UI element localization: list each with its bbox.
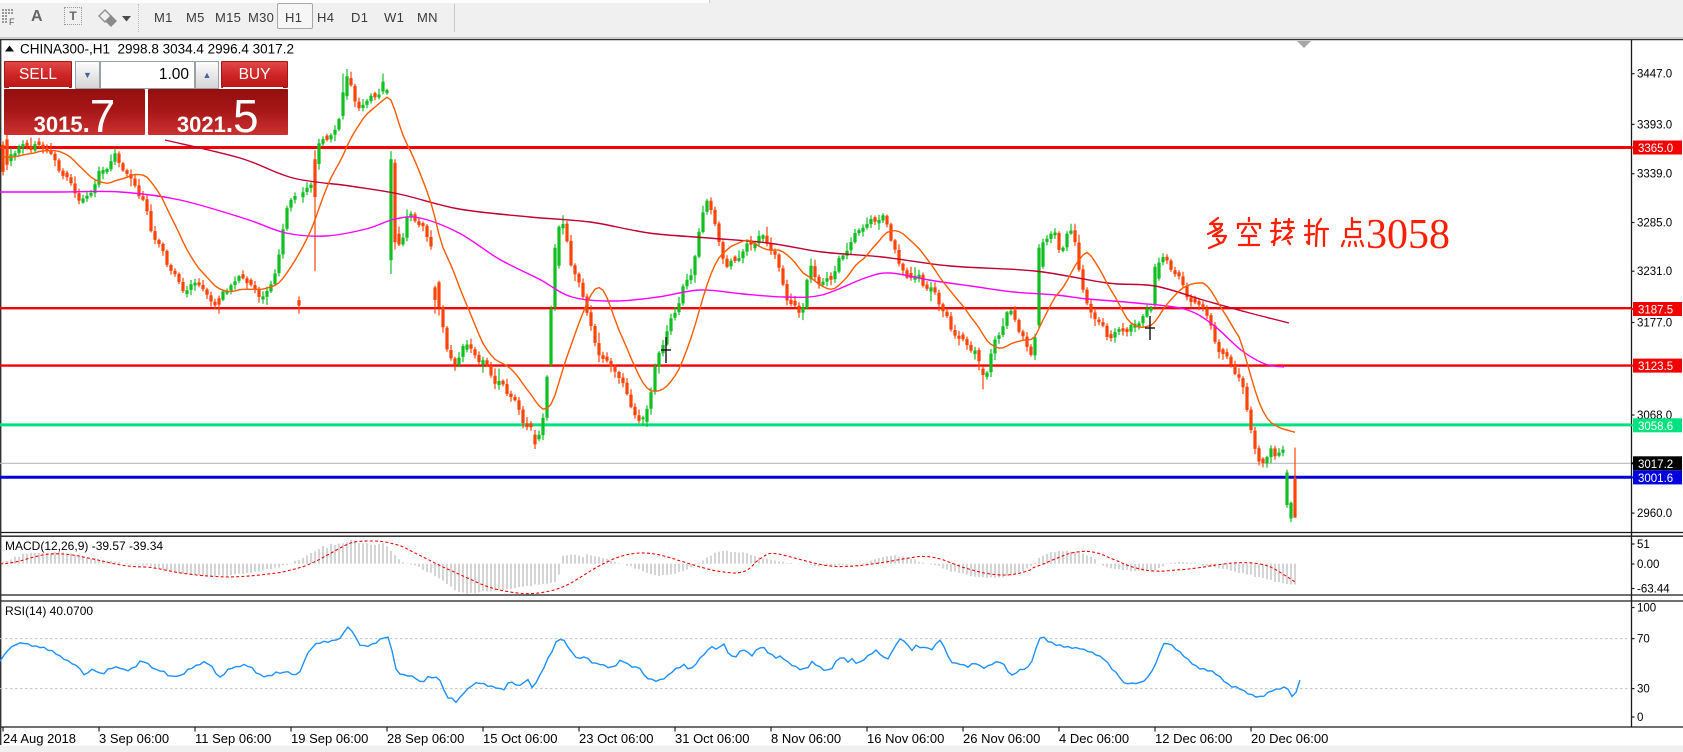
svg-text:3058.6: 3058.6 — [1638, 421, 1673, 433]
svg-text:3339.0: 3339.0 — [1637, 169, 1672, 181]
svg-text:0.00: 0.00 — [1637, 559, 1659, 571]
svg-text:3393.0: 3393.0 — [1637, 119, 1672, 131]
svg-text:70: 70 — [1637, 634, 1650, 646]
svg-text:15 Oct 06:00: 15 Oct 06:00 — [483, 731, 557, 746]
svg-text:2960.0: 2960.0 — [1637, 508, 1672, 520]
svg-text:8 Nov 06:00: 8 Nov 06:00 — [771, 731, 841, 746]
svg-text:3447.0: 3447.0 — [1637, 69, 1672, 81]
svg-text:16 Nov 06:00: 16 Nov 06:00 — [867, 731, 944, 746]
svg-text:3285.0: 3285.0 — [1637, 218, 1672, 230]
svg-text:3177.0: 3177.0 — [1637, 318, 1672, 330]
svg-text:3058: 3058 — [1366, 212, 1450, 258]
svg-text:F: F — [9, 17, 15, 27]
svg-text:12 Dec 06:00: 12 Dec 06:00 — [1155, 731, 1232, 746]
svg-text:100: 100 — [1637, 603, 1656, 615]
svg-text:0: 0 — [1637, 712, 1643, 724]
svg-text:26 Nov 06:00: 26 Nov 06:00 — [963, 731, 1040, 746]
svg-text:RSI(14) 40.0700: RSI(14) 40.0700 — [5, 604, 93, 618]
svg-text:19 Sep 06:00: 19 Sep 06:00 — [291, 731, 368, 746]
svg-text:3123.5: 3123.5 — [1638, 361, 1673, 373]
svg-text:3001.6: 3001.6 — [1638, 473, 1673, 485]
svg-text:24 Aug 2018: 24 Aug 2018 — [3, 731, 76, 746]
svg-text:3231.0: 3231.0 — [1637, 266, 1672, 278]
svg-text:11 Sep 06:00: 11 Sep 06:00 — [195, 731, 271, 746]
svg-text:51: 51 — [1637, 539, 1650, 551]
svg-text:3365.0: 3365.0 — [1638, 143, 1673, 155]
svg-text:-63.44: -63.44 — [1637, 584, 1670, 596]
svg-text:20 Dec 06:00: 20 Dec 06:00 — [1251, 731, 1328, 746]
svg-text:CHINA300-,H1 2998.8 3034.4 29: CHINA300-,H1 2998.8 3034.4 2996.4 3017.2 — [20, 42, 294, 57]
svg-text:3 Sep 06:00: 3 Sep 06:00 — [99, 731, 169, 746]
svg-text:4 Dec 06:00: 4 Dec 06:00 — [1059, 731, 1129, 746]
svg-text:28 Sep 06:00: 28 Sep 06:00 — [387, 731, 464, 746]
svg-text:3017.2: 3017.2 — [1638, 459, 1673, 471]
svg-text:30: 30 — [1637, 684, 1650, 696]
svg-text:MACD(12,26,9) -39.57 -39.34: MACD(12,26,9) -39.57 -39.34 — [5, 539, 163, 553]
svg-text:31 Oct 06:00: 31 Oct 06:00 — [675, 731, 749, 746]
svg-text:23 Oct 06:00: 23 Oct 06:00 — [579, 731, 653, 746]
svg-text:3187.5: 3187.5 — [1638, 305, 1673, 317]
